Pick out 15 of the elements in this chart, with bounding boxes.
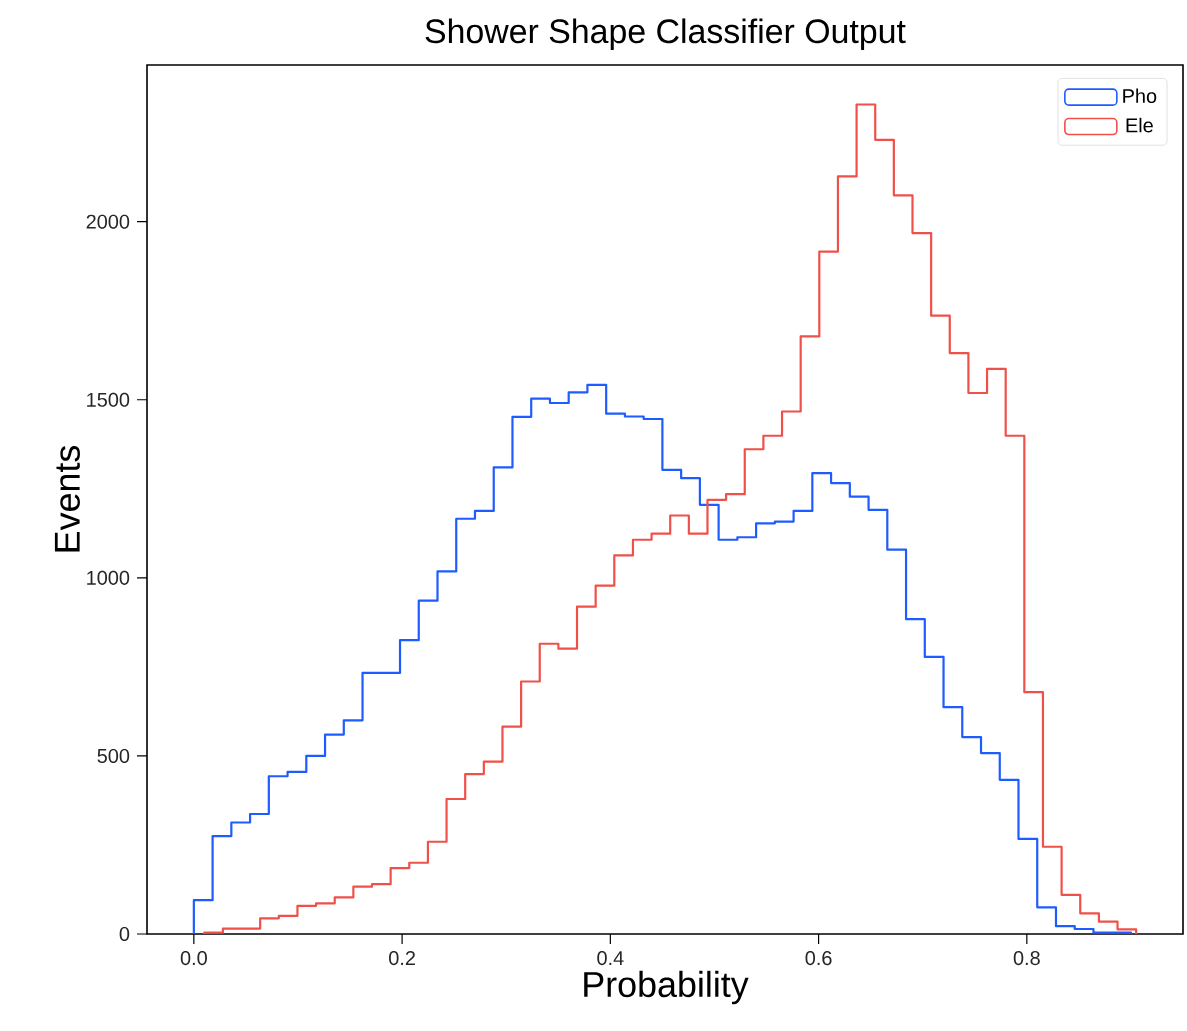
x-tick-label: 0.2 bbox=[389, 951, 415, 966]
y-tick-label: 1500 bbox=[87, 392, 130, 407]
y-tick-label: 2000 bbox=[86, 214, 130, 229]
y-tick-label: 500 bbox=[97, 748, 130, 763]
legend-label: Pho bbox=[1123, 88, 1157, 104]
y-tick-label: 0 bbox=[119, 926, 130, 942]
x-tick-label: 0.6 bbox=[805, 951, 832, 966]
chart-title: Shower Shape Classifier Output bbox=[425, 18, 906, 50]
x-tick-label: 0.0 bbox=[180, 951, 207, 966]
y-axis-title: Events bbox=[54, 445, 80, 552]
x-tick-label: 0.4 bbox=[597, 951, 624, 966]
x-tick-label: 0.8 bbox=[1013, 951, 1040, 966]
y-tick-label: 1000 bbox=[87, 570, 130, 585]
x-axis-title: Probability bbox=[584, 970, 749, 1005]
legend-label: Ele bbox=[1126, 117, 1153, 133]
